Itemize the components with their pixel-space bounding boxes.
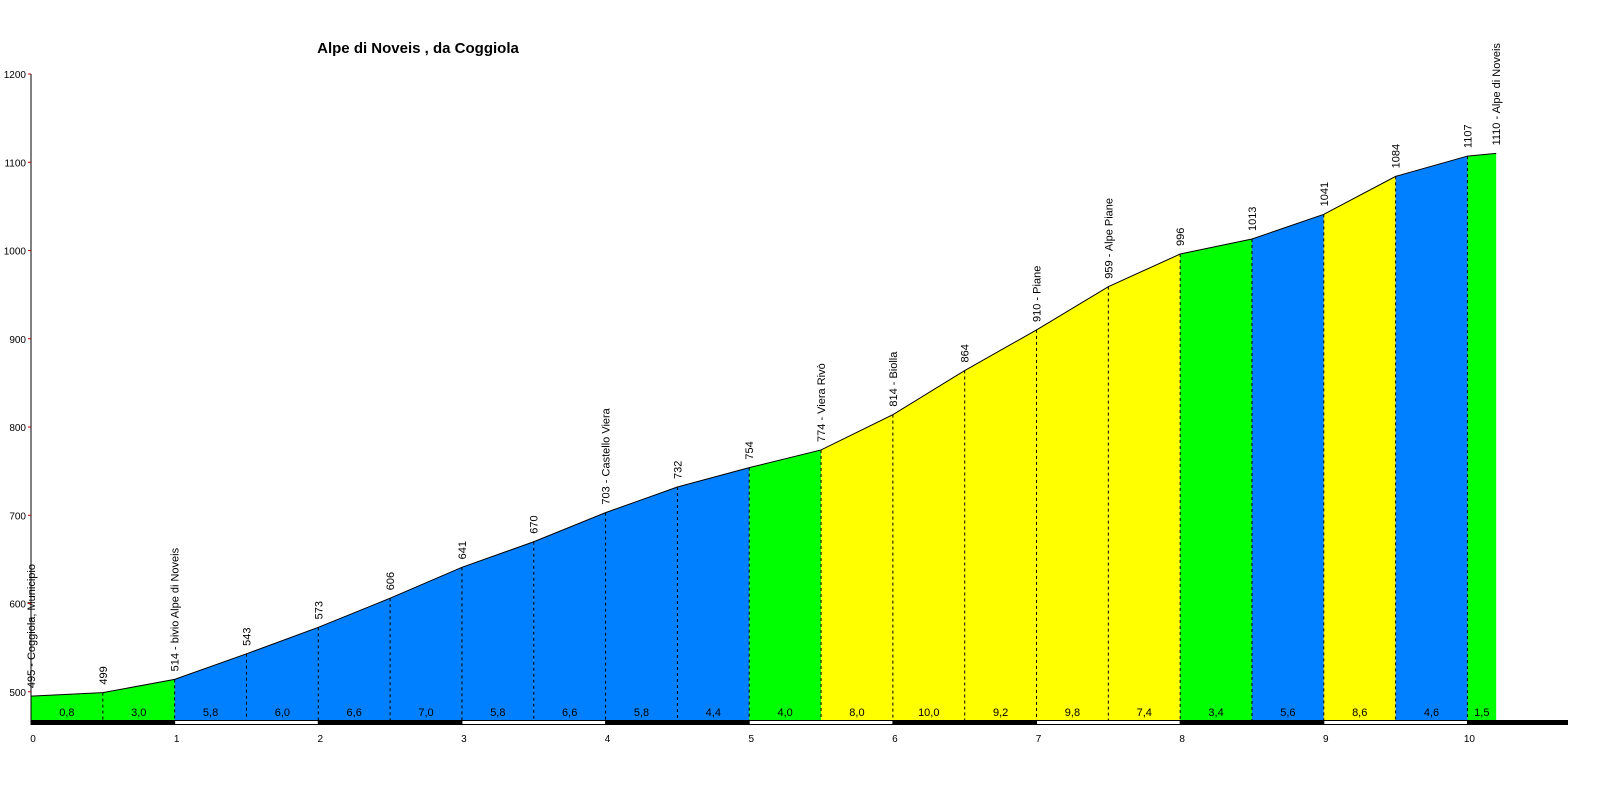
point-label: 703 - Castello Viera xyxy=(601,407,613,504)
point-label: 1110 - Alpe di Noveis xyxy=(1491,43,1503,146)
segment xyxy=(821,414,893,720)
gradient-label: 5,8 xyxy=(634,707,649,719)
point-label: 670 xyxy=(529,515,541,533)
segment xyxy=(318,598,391,720)
gradient-label: 5,6 xyxy=(1280,707,1295,719)
x-tick-label: 10 xyxy=(1464,734,1476,745)
gradient-label: 7,0 xyxy=(418,707,433,719)
profile-line xyxy=(30,152,1497,697)
gradient-label: 3,4 xyxy=(1208,707,1223,719)
gradient-label: 4,0 xyxy=(777,707,792,719)
gradient-label: 4,6 xyxy=(1424,707,1439,719)
scale-bar-white xyxy=(174,721,319,724)
segment xyxy=(1180,239,1252,720)
segment xyxy=(749,449,822,720)
point-label: 814 - Biolla xyxy=(888,351,900,407)
segment xyxy=(533,512,606,720)
y-tick-label: 600 xyxy=(9,600,26,611)
scale-bar-white xyxy=(1036,721,1181,724)
segment xyxy=(1251,214,1324,720)
gradient-label: 9,8 xyxy=(1065,707,1080,719)
x-tick-label: 0 xyxy=(30,734,36,745)
segment xyxy=(964,329,1037,720)
segment xyxy=(461,541,534,720)
x-tick-label: 1 xyxy=(174,734,180,745)
scale-bar-white xyxy=(461,721,606,724)
point-label: 910 - Piane xyxy=(1032,266,1044,322)
point-label: 1013 xyxy=(1247,207,1259,231)
gradient-label: 6,6 xyxy=(562,707,577,719)
x-tick-label: 9 xyxy=(1323,734,1329,745)
gradient-label: 1,5 xyxy=(1474,707,1489,719)
segment xyxy=(246,627,319,720)
point-label: 499 xyxy=(98,666,110,684)
gradient-label: 10,0 xyxy=(918,707,939,719)
gradient-label: 0,8 xyxy=(59,707,74,719)
y-tick-label: 1100 xyxy=(4,158,26,169)
y-tick-label: 500 xyxy=(9,688,26,699)
chart-title: Alpe di Noveis , da Coggiola xyxy=(317,40,519,57)
point-label: 1041 xyxy=(1319,182,1331,206)
point-label: 864 xyxy=(960,344,972,362)
y-tick-label: 700 xyxy=(9,511,26,522)
point-label: 641 xyxy=(457,541,469,559)
gradient-label: 5,8 xyxy=(490,707,505,719)
segment xyxy=(1108,254,1181,721)
segment xyxy=(1395,156,1468,720)
point-label: 959 - Alpe Piane xyxy=(1103,198,1115,279)
x-tick-label: 2 xyxy=(318,734,324,745)
point-label: 774 - Viera Rivò xyxy=(816,363,828,442)
gradient-label: 8,0 xyxy=(849,707,864,719)
point-label: 1107 xyxy=(1462,124,1474,148)
gradient-label: 5,8 xyxy=(203,707,218,719)
gradient-label: 3,0 xyxy=(131,707,146,719)
point-label: 606 xyxy=(385,572,397,590)
gradient-label: 6,0 xyxy=(275,707,290,719)
point-label: 754 xyxy=(744,441,756,459)
point-label: 495 - Coggiola, Municipio xyxy=(26,564,38,688)
segment xyxy=(605,487,678,720)
point-label: 543 xyxy=(241,627,253,645)
x-tick-label: 3 xyxy=(461,734,467,745)
segment xyxy=(1323,176,1396,720)
gradient-label: 6,6 xyxy=(347,707,362,719)
y-tick-label: 1200 xyxy=(4,70,27,81)
scale-bar-white xyxy=(749,721,893,724)
x-tick-label: 8 xyxy=(1179,734,1185,745)
point-label: 732 xyxy=(672,461,684,479)
segment xyxy=(174,653,247,720)
scale-bar-white xyxy=(1323,721,1468,724)
segment xyxy=(892,370,965,720)
segment xyxy=(31,692,103,720)
gradient-label: 7,4 xyxy=(1137,707,1152,719)
point-label: 514 - bivio Alpe di Noveis xyxy=(170,547,182,671)
point-label: 996 xyxy=(1175,228,1187,246)
y-tick-label: 1000 xyxy=(4,247,27,258)
gradient-label: 4,4 xyxy=(706,707,721,719)
y-tick-label: 800 xyxy=(9,423,26,434)
x-tick-label: 7 xyxy=(1036,734,1042,745)
point-label: 1084 xyxy=(1391,144,1403,168)
gradient-label: 9,2 xyxy=(993,707,1008,719)
segment xyxy=(677,467,750,720)
segment xyxy=(1467,153,1497,721)
x-tick-label: 6 xyxy=(892,734,898,745)
point-label: 573 xyxy=(313,601,325,619)
segment xyxy=(390,567,462,720)
x-tick-label: 4 xyxy=(605,734,611,745)
segment xyxy=(1036,286,1109,720)
gradient-label: 8,6 xyxy=(1352,707,1367,719)
x-tick-label: 5 xyxy=(748,734,754,745)
y-tick-label: 900 xyxy=(9,335,26,346)
